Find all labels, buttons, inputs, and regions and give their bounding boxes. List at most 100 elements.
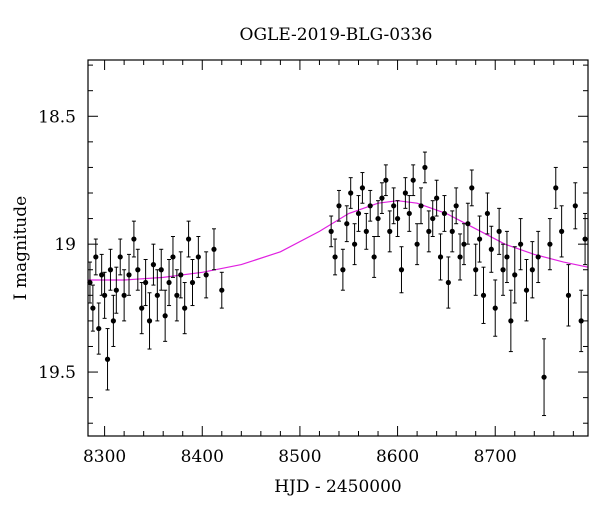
data-point xyxy=(453,203,459,209)
data-point xyxy=(504,254,510,260)
error-bar-layer xyxy=(87,151,588,417)
data-point xyxy=(449,228,455,234)
data-point xyxy=(363,228,369,234)
data-point xyxy=(391,203,397,209)
data-point xyxy=(90,305,96,311)
data-point xyxy=(340,267,346,273)
data-point xyxy=(367,203,373,209)
data-point xyxy=(355,210,362,217)
data-point xyxy=(203,272,209,278)
data-point xyxy=(178,272,184,278)
tick-layer: 8300 8400 8500 8600 8700 18.5 19 19.5 xyxy=(38,60,588,467)
data-point xyxy=(139,305,145,311)
data-point xyxy=(437,254,444,260)
x-tick-label: 8600 xyxy=(376,447,419,467)
data-point xyxy=(131,236,137,242)
data-point xyxy=(582,236,588,242)
y-axis-label: I magnitude xyxy=(11,196,31,300)
data-point xyxy=(383,177,389,183)
data-point xyxy=(332,254,338,260)
data-point xyxy=(422,164,428,171)
data-point xyxy=(492,305,498,311)
data-point xyxy=(107,267,114,273)
data-point xyxy=(150,262,157,268)
y-tick-label: 18.5 xyxy=(38,107,76,127)
data-point xyxy=(121,292,127,298)
data-point xyxy=(99,272,105,278)
data-point xyxy=(434,195,440,201)
data-point xyxy=(162,313,168,319)
data-point xyxy=(512,272,518,278)
data-point xyxy=(352,241,358,247)
data-point xyxy=(578,318,584,324)
data-point xyxy=(402,190,408,196)
data-point xyxy=(189,279,196,286)
data-point xyxy=(457,254,463,260)
data-point xyxy=(496,228,502,234)
data-point xyxy=(410,177,416,183)
data-point xyxy=(518,241,524,247)
data-point xyxy=(336,203,342,209)
data-point xyxy=(154,292,160,298)
data-point xyxy=(104,356,111,362)
data-point xyxy=(375,215,381,222)
data-point xyxy=(414,241,420,247)
data-point xyxy=(473,267,479,273)
data-point xyxy=(211,246,217,252)
data-point xyxy=(195,254,201,260)
data-point xyxy=(565,292,572,298)
data-point xyxy=(158,267,164,273)
data-point xyxy=(461,241,467,247)
data-point xyxy=(484,210,491,217)
data-point xyxy=(406,210,412,217)
data-point xyxy=(359,185,366,191)
data-point xyxy=(170,254,176,260)
data-point xyxy=(344,221,350,227)
data-point xyxy=(379,195,385,201)
data-point xyxy=(445,279,451,286)
data-point xyxy=(535,254,541,260)
data-point xyxy=(146,318,153,324)
data-point xyxy=(126,272,132,278)
data-point xyxy=(441,210,448,217)
data-point xyxy=(488,246,494,252)
data-point xyxy=(477,236,483,242)
data-point xyxy=(572,203,578,209)
data-point xyxy=(500,267,506,273)
data-point xyxy=(394,215,401,222)
data-point xyxy=(541,374,547,380)
data-point xyxy=(469,185,475,191)
data-point xyxy=(547,241,553,247)
data-point xyxy=(465,221,471,227)
y-tick-label: 19 xyxy=(54,235,76,255)
data-point xyxy=(93,254,99,260)
x-axis-label: HJD - 2450000 xyxy=(274,477,402,497)
data-point xyxy=(135,267,141,273)
data-point xyxy=(182,305,188,311)
plot-frame xyxy=(87,59,589,437)
data-point xyxy=(143,279,149,286)
data-point xyxy=(426,228,432,234)
x-tick-label: 8700 xyxy=(474,447,517,467)
data-point xyxy=(328,228,334,234)
y-tick-label: 19.5 xyxy=(38,363,76,383)
data-point xyxy=(348,190,354,196)
data-point xyxy=(418,203,424,209)
data-point xyxy=(398,267,405,273)
data-point xyxy=(480,292,487,298)
data-point xyxy=(559,228,565,234)
data-point xyxy=(529,267,535,273)
data-point xyxy=(113,287,119,293)
data-point xyxy=(96,325,102,332)
data-point xyxy=(117,254,123,260)
data-point xyxy=(185,236,192,242)
chart-title: OGLE-2019-BLG-0336 xyxy=(240,25,433,45)
data-point xyxy=(87,279,93,286)
data-point xyxy=(219,287,225,293)
data-point xyxy=(508,318,514,324)
data-point xyxy=(430,215,436,222)
x-tick-label: 8300 xyxy=(83,447,126,467)
data-point xyxy=(110,318,116,324)
data-point xyxy=(553,185,559,191)
